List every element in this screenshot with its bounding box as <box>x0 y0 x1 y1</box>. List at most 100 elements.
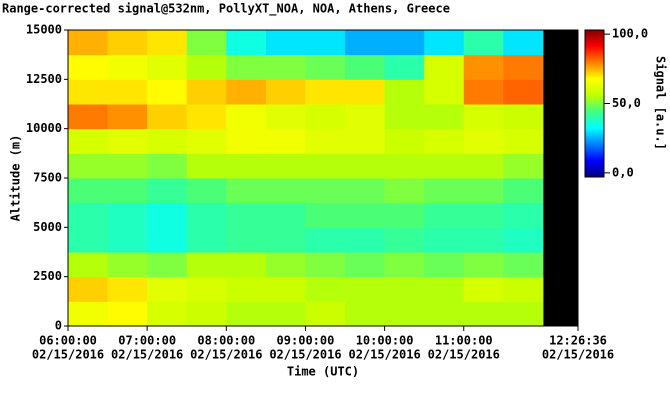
colorbar-tick-label: 100,0 <box>612 27 648 41</box>
heatmap-cell <box>305 252 346 278</box>
heatmap-cell <box>384 128 425 154</box>
heatmap-cell <box>186 227 227 253</box>
heatmap-cell <box>107 30 148 56</box>
heatmap-cell <box>68 104 109 130</box>
heatmap-cell <box>503 276 544 302</box>
heatmap-cell <box>384 30 425 56</box>
y-tick-label: 15000 <box>26 23 62 37</box>
heatmap-cell <box>503 104 544 130</box>
x-tick-label: 06:00:00 <box>39 334 97 348</box>
heatmap-cell <box>384 79 425 105</box>
heatmap-cell <box>424 30 465 56</box>
x-tick-label: 09:00:00 <box>277 334 335 348</box>
x-tick-date: 02/15/2016 <box>111 348 183 362</box>
heatmap-cell <box>345 252 386 278</box>
heatmap-cell <box>226 128 267 154</box>
heatmap-cell <box>345 79 386 105</box>
heatmap-cell <box>305 227 346 253</box>
chart-title: Range-corrected signal@532nm, PollyXT_NO… <box>2 2 450 17</box>
heatmap-cell <box>147 30 188 56</box>
heatmap-cell <box>384 104 425 130</box>
heatmap-cell <box>186 79 227 105</box>
heatmap-cell <box>68 276 109 302</box>
heatmap-cell <box>226 30 267 56</box>
heatmap-cell <box>68 178 109 204</box>
heatmap-cell <box>226 301 267 327</box>
heatmap-cell <box>345 202 386 228</box>
heatmap-cell <box>463 79 504 105</box>
heatmap-cell <box>265 301 306 327</box>
heatmap-cell <box>463 128 504 154</box>
heatmap-cell <box>186 202 227 228</box>
heatmap-cell <box>305 128 346 154</box>
heatmap-cell <box>68 153 109 179</box>
heatmap-cell <box>305 301 346 327</box>
heatmap-cell <box>147 104 188 130</box>
heatmap-cell <box>305 79 346 105</box>
heatmap-cell <box>345 128 386 154</box>
heatmap-cell <box>503 202 544 228</box>
heatmap-cell <box>68 30 109 56</box>
heatmap-cell <box>503 128 544 154</box>
heatmap-cell <box>147 54 188 80</box>
heatmap-cell <box>226 252 267 278</box>
heatmap-cell <box>424 301 465 327</box>
heatmap-cell <box>305 276 346 302</box>
x-tick-label: 07:00:00 <box>118 334 176 348</box>
heatmap-cell <box>424 153 465 179</box>
heatmap-cell <box>226 54 267 80</box>
heatmap-cell <box>463 252 504 278</box>
heatmap-cell <box>147 227 188 253</box>
heatmap-cell <box>226 276 267 302</box>
heatmap-cell <box>463 104 504 130</box>
colorbar <box>584 29 605 178</box>
x-tick-date: 02/15/2016 <box>190 348 262 362</box>
heatmap-cell <box>384 227 425 253</box>
heatmap-cell <box>424 128 465 154</box>
y-axis-label: Altitude (m) <box>9 135 23 222</box>
heatmap-cell <box>186 252 227 278</box>
heatmap-cell <box>68 227 109 253</box>
heatmap-cell <box>384 276 425 302</box>
heatmap-cell <box>107 301 148 327</box>
x-tick-date: 02/15/2016 <box>428 348 500 362</box>
heatmap-cell <box>226 202 267 228</box>
heatmap-cell <box>265 227 306 253</box>
heatmap-cell <box>424 79 465 105</box>
heatmap-cell <box>424 227 465 253</box>
heatmap-cell <box>226 178 267 204</box>
heatmap-cell <box>265 252 306 278</box>
heatmap-cell <box>226 227 267 253</box>
y-tick-label: 2500 <box>33 269 62 283</box>
heatmap-cell <box>345 276 386 302</box>
heatmap-cell <box>345 301 386 327</box>
heatmap-cell <box>384 202 425 228</box>
heatmap-cell <box>147 153 188 179</box>
heatmap-cell <box>265 54 306 80</box>
heatmap-cell <box>463 301 504 327</box>
heatmap-cell <box>265 30 306 56</box>
heatmap-cell <box>503 153 544 179</box>
heatmap-cell <box>107 128 148 154</box>
heatmap-cell <box>345 227 386 253</box>
heatmap-cell <box>107 178 148 204</box>
heatmap-cell <box>147 301 188 327</box>
heatmap-cell <box>345 104 386 130</box>
heatmap-cell <box>186 30 227 56</box>
heatmap-cell <box>384 178 425 204</box>
heatmap-cell <box>226 79 267 105</box>
x-tick-date: 02/15/2016 <box>348 348 420 362</box>
heatmap-cell <box>147 178 188 204</box>
heatmap-cell <box>345 54 386 80</box>
heatmap-cell <box>147 276 188 302</box>
heatmap-cell <box>384 54 425 80</box>
heatmap-cell <box>305 153 346 179</box>
heatmap-cell <box>265 79 306 105</box>
x-tick-date: 02/15/2016 <box>542 348 614 362</box>
x-tick-date: 02/15/2016 <box>269 348 341 362</box>
heatmap-cell <box>424 252 465 278</box>
heatmap-cell <box>68 54 109 80</box>
heatmap-cell <box>345 153 386 179</box>
heatmap-cell <box>147 202 188 228</box>
